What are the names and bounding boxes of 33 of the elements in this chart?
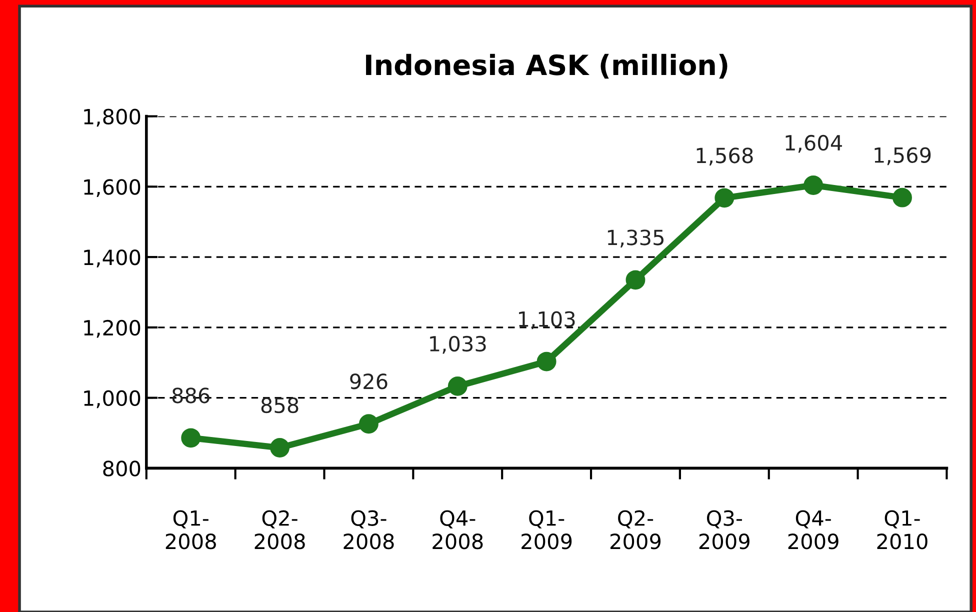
y-tick-label: 1,000 <box>84 390 140 408</box>
y-tick-label: 1,400 <box>84 249 140 268</box>
point <box>892 188 912 208</box>
x-tick-label: Q2- 2008 <box>254 510 305 550</box>
x-tick-label: Q2- 2009 <box>610 510 661 550</box>
data-label: 858 <box>261 397 298 414</box>
data-label: 1,033 <box>430 336 486 354</box>
point <box>536 352 556 372</box>
x-tick-label: Q3- 2008 <box>344 510 394 550</box>
data-label: 1,335 <box>608 230 664 248</box>
y-tick-label: 1,200 <box>84 320 140 338</box>
point <box>626 270 646 290</box>
y-tick-label: 1,800 <box>84 108 140 127</box>
point <box>358 414 378 434</box>
x-tick-label: Q3- 2009 <box>699 510 750 550</box>
x-tick-label: Q1- 2008 <box>166 510 216 550</box>
x-tick-label: Q1- 2010 <box>877 510 928 550</box>
x-tick-label: Q1- 2009 <box>522 510 572 550</box>
data-label: 926 <box>350 373 388 390</box>
y-tick-label: 1,600 <box>84 179 140 197</box>
point <box>270 438 290 458</box>
y-tick-label: 800 <box>103 460 140 476</box>
data-label: 1,103 <box>519 311 575 330</box>
data-label: 1,569 <box>874 147 931 166</box>
point <box>804 176 824 195</box>
point <box>448 376 468 396</box>
point <box>714 188 734 208</box>
data-label: 1,604 <box>786 134 842 153</box>
x-tick-label: Q4- 2008 <box>432 510 483 550</box>
x-tick-label: Q4- 2009 <box>788 510 838 550</box>
data-label: 1,568 <box>696 148 753 166</box>
point <box>181 428 201 448</box>
chart-title: Indonesia ASK (million) <box>366 54 728 79</box>
